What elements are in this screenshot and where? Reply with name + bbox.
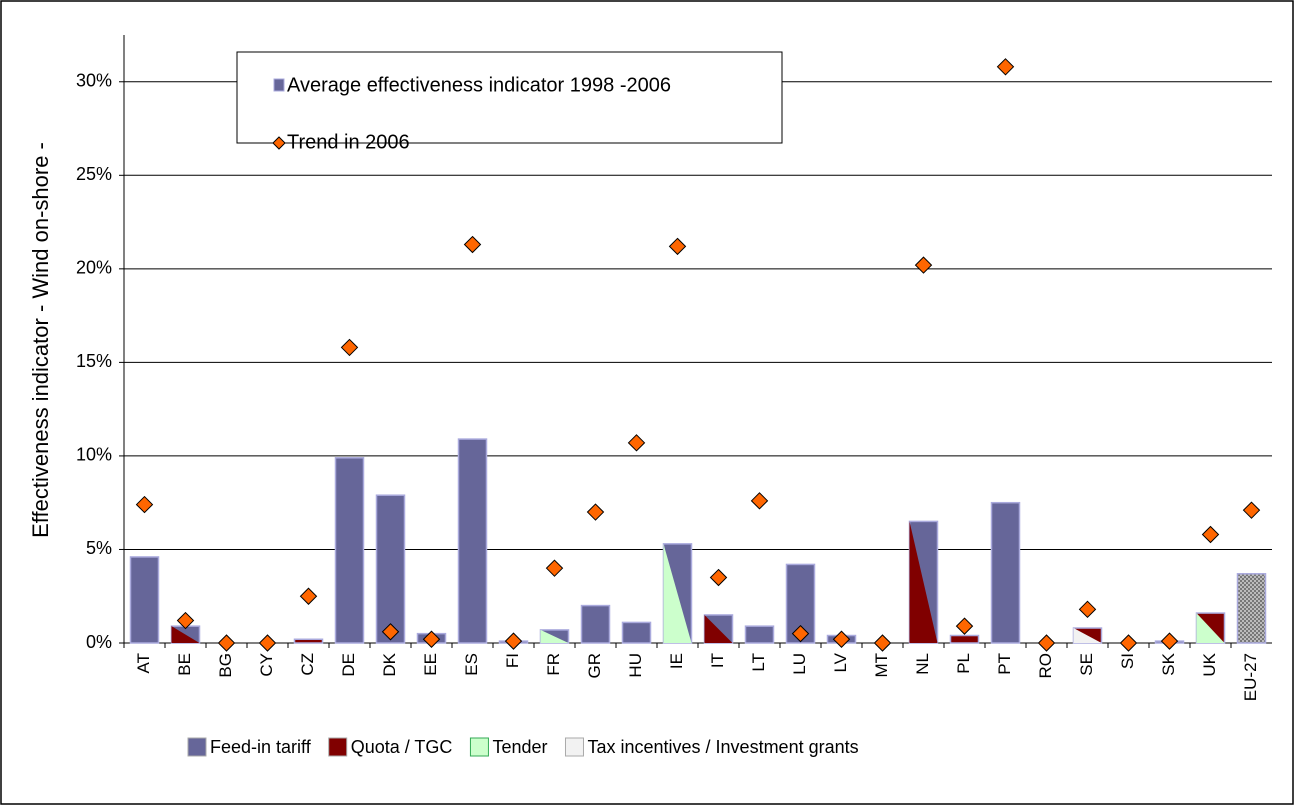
bar-split <box>663 543 692 643</box>
trend-marker <box>709 568 728 587</box>
legend-label: Quota / TGC <box>351 737 453 757</box>
x-tick-label: CY <box>257 653 276 677</box>
x-tick-label: AT <box>134 653 153 673</box>
x-tick-label: UK <box>1200 652 1219 676</box>
bar-split <box>171 626 200 643</box>
bar <box>949 634 980 644</box>
legend-label: Feed-in tariff <box>210 737 312 757</box>
x-tick-label: MT <box>872 653 891 678</box>
trend-marker <box>217 634 236 652</box>
legend-label: Average effectiveness indicator 1998 -20… <box>287 74 671 96</box>
bar-split <box>909 521 938 643</box>
trend-marker <box>627 434 646 452</box>
legend-swatch <box>564 737 584 757</box>
x-tick-label: SI <box>1118 653 1137 669</box>
x-tick-label: FI <box>503 653 522 668</box>
trend-marker <box>1119 634 1138 652</box>
trend-marker <box>791 624 810 643</box>
x-tick-label: NL <box>913 653 932 675</box>
x-tick-label: RO <box>1036 653 1055 679</box>
legend-swatch <box>187 737 207 757</box>
legend-marker <box>272 136 286 150</box>
bar-split <box>1196 613 1225 643</box>
x-tick-label: IT <box>708 653 727 668</box>
trend-marker <box>996 58 1015 76</box>
x-tick-label: BE <box>175 653 194 676</box>
trend-marker <box>832 630 851 648</box>
legend-label: Tax incentives / Investment grants <box>587 737 858 757</box>
x-tick-label: LT <box>749 653 768 672</box>
x-tick-label: DK <box>380 652 399 676</box>
x-tick-label: PL <box>954 653 973 674</box>
trend-marker <box>545 559 564 577</box>
bar <box>990 501 1021 644</box>
trend-marker <box>176 611 195 630</box>
x-tick-label: SK <box>1159 652 1178 675</box>
bar <box>334 457 365 644</box>
x-tick-label: ES <box>462 653 481 676</box>
trend-marker <box>750 492 769 510</box>
x-tick-label: SE <box>1077 653 1096 676</box>
x-tick-label: LU <box>790 653 809 675</box>
trend-marker <box>258 634 277 652</box>
legend-swatch <box>328 737 348 757</box>
trend-marker <box>504 632 523 650</box>
x-tick-label: PT <box>995 653 1014 675</box>
y-tick-label: 0% <box>86 632 112 652</box>
trend-marker <box>1201 525 1220 544</box>
bar <box>129 556 160 644</box>
y-tick-label: 10% <box>76 445 112 465</box>
legend-box <box>236 51 783 144</box>
x-tick-label: EU-27 <box>1241 653 1260 701</box>
bar-split <box>704 614 733 643</box>
x-tick-label: CZ <box>298 653 317 676</box>
trend-marker <box>340 338 359 357</box>
trend-marker <box>463 235 482 254</box>
x-tick-label: BG <box>216 653 235 678</box>
bar <box>621 621 652 644</box>
bar-split <box>1073 628 1102 643</box>
bar <box>744 625 775 644</box>
y-tick-label: 30% <box>76 71 112 91</box>
legend-label: Trend in 2006 <box>287 131 410 153</box>
trend-marker <box>955 617 974 635</box>
x-tick-label: HU <box>626 653 645 678</box>
y-tick-label: 20% <box>76 258 112 278</box>
trend-marker <box>1037 634 1056 652</box>
y-tick-label: 15% <box>76 351 112 371</box>
legend-swatch <box>273 78 285 92</box>
bar <box>293 638 324 644</box>
trend-marker <box>422 630 441 648</box>
trend-marker <box>1160 632 1179 650</box>
legend-label: Tender <box>492 737 547 757</box>
x-tick-label: IE <box>667 653 686 669</box>
trend-marker <box>873 634 892 652</box>
y-axis-label: Effectiveness indicator - Wind on-shore … <box>28 142 53 538</box>
bar <box>1236 573 1267 644</box>
bar <box>375 494 406 644</box>
trend-marker <box>299 587 318 605</box>
y-tick-label: 5% <box>86 538 112 558</box>
legend-swatch <box>469 737 489 757</box>
bar <box>580 604 611 644</box>
x-tick-label: FR <box>544 653 563 676</box>
trend-marker <box>135 495 154 514</box>
x-tick-label: LV <box>831 652 850 672</box>
trend-marker <box>1078 600 1097 619</box>
trend-marker <box>668 237 687 256</box>
x-tick-label: DE <box>339 653 358 677</box>
trend-marker <box>586 503 605 521</box>
x-tick-label: GR <box>585 653 604 679</box>
trend-marker <box>914 256 933 274</box>
bar <box>457 438 488 644</box>
bar-split <box>540 629 569 643</box>
y-tick-label: 25% <box>76 164 112 184</box>
x-tick-label: EE <box>421 653 440 676</box>
trend-marker <box>381 623 400 641</box>
trend-marker <box>1242 501 1261 519</box>
